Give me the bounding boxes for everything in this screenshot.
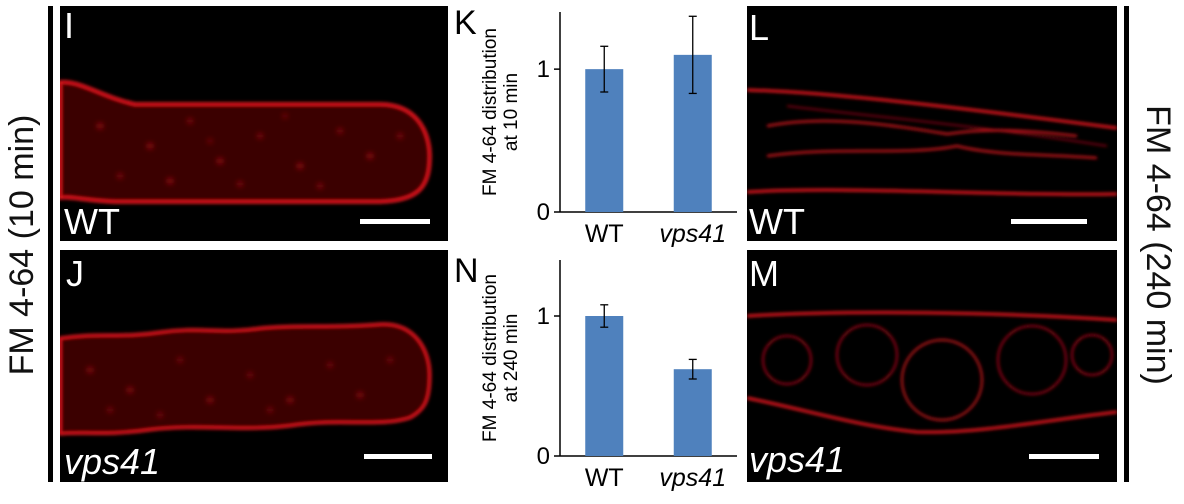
bar-chart-n: NFM 4-64 distributionat 240 min 0 1 WT vps41 <box>454 252 737 492</box>
panel-letter-i: I <box>64 6 75 46</box>
micrograph-panel-i: I WT <box>60 6 448 241</box>
panel-letter-l: L <box>749 7 770 48</box>
cell-image-vps41-240min <box>747 311 1117 434</box>
y-tick-label: 0 <box>537 199 550 226</box>
panel-caption-m: vps41 <box>749 439 846 480</box>
y-tick-label: 0 <box>537 443 550 470</box>
y-axis-label-line1: FM 4-64 distribution <box>480 28 501 196</box>
bar-WT <box>585 316 624 456</box>
y-axis-label-line2: at 240 min <box>501 314 522 403</box>
cell-image-wt-10min <box>60 80 432 204</box>
scale-bar <box>360 219 430 224</box>
scale-bar <box>1029 454 1099 459</box>
panel-letter-j: J <box>66 253 84 294</box>
y-axis-label: FM 4-64 distributionat 240 min <box>480 274 522 442</box>
right-divider-bar <box>1124 6 1129 482</box>
x-tick-label: vps41 <box>659 220 726 247</box>
bar-chart-k: KFM 4-64 distributionat 10 min 0 1 WT vps41 <box>454 4 737 247</box>
cell-image-vps41-10min <box>60 322 432 436</box>
y-axis-label-line1: FM 4-64 distribution <box>480 274 501 442</box>
x-tick-label: vps41 <box>659 464 726 492</box>
panel-caption-i: WT <box>64 201 120 241</box>
panel-caption-j: vps41 <box>64 441 161 482</box>
panel-caption-l: WT <box>749 201 805 241</box>
left-divider-bar <box>48 6 53 482</box>
x-tick-label: WT <box>585 220 624 247</box>
right-side-label: FM 4-64 (240 min) <box>1139 105 1177 385</box>
micrograph-panel-l: L WT <box>747 6 1117 241</box>
y-tick-label: 1 <box>537 303 550 330</box>
cell-image-wt-240min <box>747 88 1117 196</box>
y-axis-label: FM 4-64 distributionat 10 min <box>480 28 522 196</box>
left-side-label: FM 4-64 (10 min) <box>3 114 41 376</box>
micrograph-panel-m: M vps41 <box>747 250 1117 482</box>
micrograph-panel-j: J vps41 <box>60 250 448 482</box>
chart-panel-letter: N <box>454 252 479 290</box>
scale-bar <box>1011 219 1087 224</box>
y-axis-label-line2: at 10 min <box>501 73 522 151</box>
scale-bar <box>364 454 432 459</box>
chart-panel-letter: K <box>454 4 477 42</box>
panel-letter-m: M <box>749 253 779 294</box>
bar-WT <box>585 69 624 213</box>
x-tick-label: WT <box>585 464 624 492</box>
bar-vps41 <box>673 369 712 456</box>
y-tick-label: 1 <box>537 56 550 83</box>
